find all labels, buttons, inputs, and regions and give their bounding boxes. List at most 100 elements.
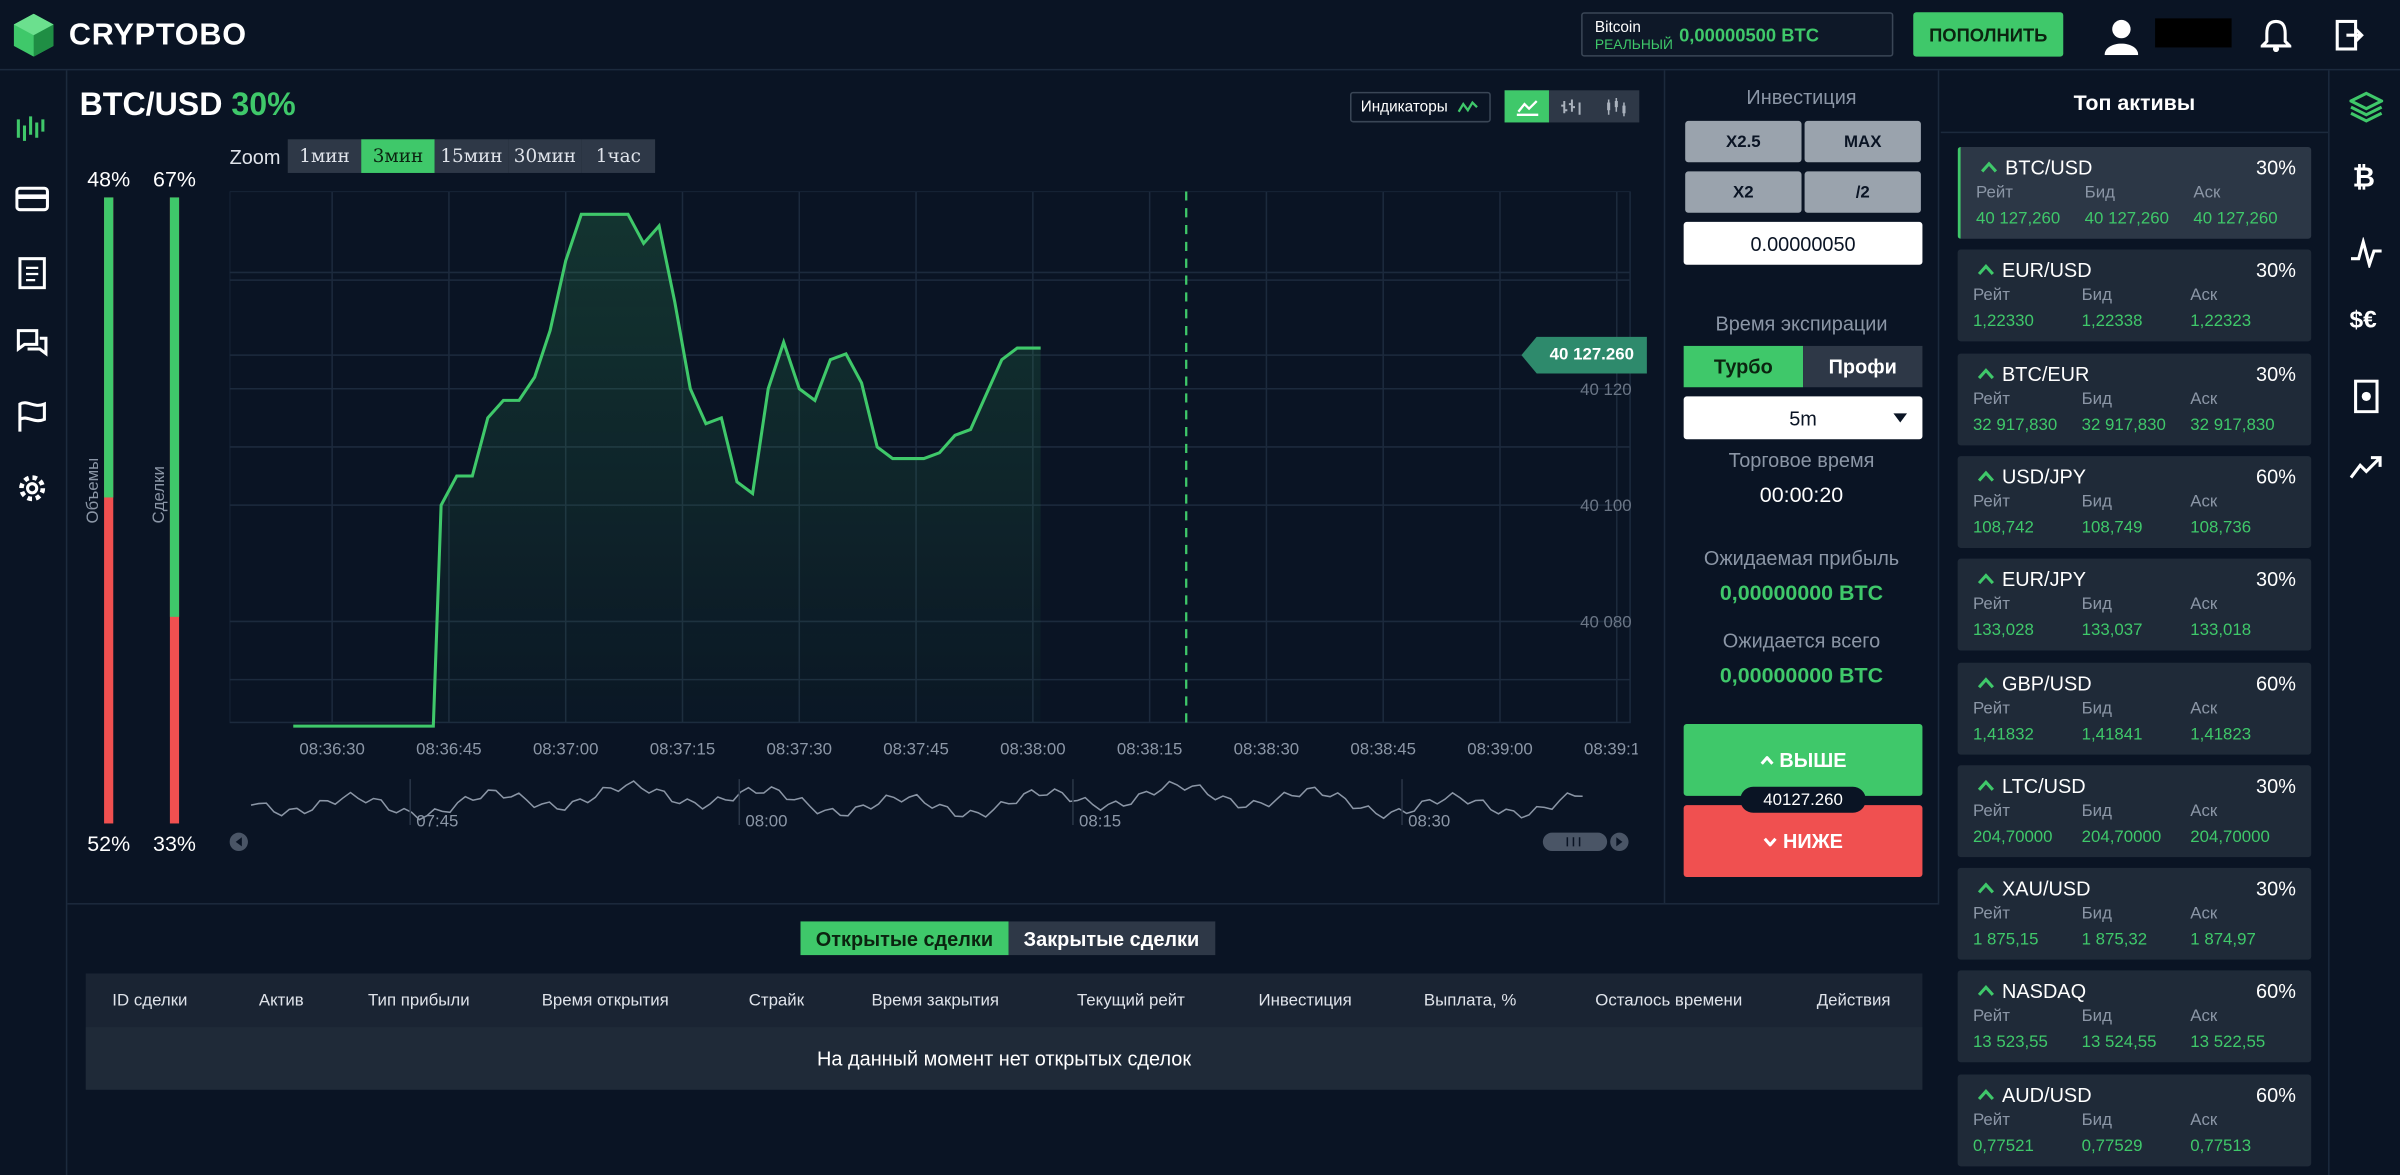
candle-chart-icon bbox=[1606, 97, 1625, 116]
amount-input[interactable]: 0.00000050 bbox=[1683, 221, 1923, 265]
column-header[interactable]: Тип прибыли bbox=[368, 991, 470, 1010]
tab-open-deals[interactable]: Открытые сделки bbox=[800, 921, 1009, 956]
zoom-15min[interactable]: 15мин bbox=[434, 139, 509, 173]
currency-icon[interactable]: $€ bbox=[2349, 307, 2377, 334]
bid-label: Бид bbox=[2081, 595, 2112, 615]
asset-card[interactable]: USD/JPY 60% Рейт Бид Аск 108,742 108,749 108,73… bbox=[1957, 455, 2312, 548]
bid-value: 1,41841 bbox=[2081, 724, 2143, 744]
chat-icon[interactable] bbox=[15, 328, 49, 362]
chart-type-selector bbox=[1504, 90, 1640, 123]
asset-name: EUR/JPY bbox=[2002, 568, 2087, 592]
chart-type-candles[interactable] bbox=[1593, 90, 1637, 122]
flag-icon[interactable] bbox=[15, 399, 49, 433]
column-header[interactable]: Время открытия bbox=[541, 991, 669, 1010]
half-button[interactable]: /2 bbox=[1804, 171, 1921, 213]
layers-icon[interactable] bbox=[2349, 90, 2384, 124]
index-icon[interactable] bbox=[2351, 379, 2382, 414]
ask-label: Аск bbox=[2190, 904, 2218, 924]
zoom-1h[interactable]: 1час bbox=[581, 139, 656, 173]
turbo-mode-button[interactable]: Турбо bbox=[1683, 345, 1804, 388]
zoom-1min[interactable]: 1мин bbox=[287, 139, 362, 173]
rate-label: Рейт bbox=[1972, 801, 2010, 821]
ask-label: Аск bbox=[2190, 1007, 2218, 1027]
column-header[interactable]: Действия bbox=[1816, 991, 1891, 1010]
asset-card[interactable]: EUR/USD 30% Рейт Бид Аск 1,22330 1,22338 1,2232… bbox=[1957, 249, 2312, 342]
deposit-button[interactable]: ПОПОЛНИТЬ bbox=[1913, 12, 2064, 57]
bid-label: Бид bbox=[2081, 1007, 2112, 1027]
trend-icon[interactable] bbox=[2349, 453, 2383, 481]
column-header[interactable]: Время закрытия bbox=[871, 991, 1000, 1010]
deals-empty-message: На данный момент нет открытых сделок bbox=[85, 1027, 1923, 1090]
chart-navigator[interactable]: 07:45 08:00 08:15 08:30 bbox=[229, 773, 1638, 857]
chart-type-bars[interactable] bbox=[1549, 90, 1593, 122]
zoom-3min[interactable]: 3мин bbox=[361, 139, 435, 173]
asset-card[interactable]: AUD/USD 60% Рейт Бид Аск 0,77521 0,77529 0,7751… bbox=[1957, 1074, 2312, 1166]
document-icon[interactable] bbox=[18, 256, 46, 290]
bid-value: 1,22338 bbox=[2081, 312, 2143, 332]
rate-label: Рейт bbox=[1972, 904, 2010, 924]
deals-tabs: Открытые сделки Закрытые сделки bbox=[800, 921, 1215, 956]
ask-label: Аск bbox=[2190, 492, 2218, 512]
deals-table-header: ID сделки Актив Тип прибыли Время открытия С… bbox=[85, 973, 1923, 1028]
asset-card[interactable]: GBP/USD 60% Рейт Бид Аск 1,41832 1,41841 1,4182… bbox=[1957, 661, 2312, 754]
x-tick-label: 08:38:00 bbox=[1000, 740, 1066, 759]
rate-label: Рейт bbox=[1972, 1110, 2010, 1130]
column-header[interactable]: Выплата, % bbox=[1423, 991, 1517, 1010]
chart-bars-icon[interactable] bbox=[15, 110, 49, 144]
bell-icon[interactable] bbox=[2260, 18, 2292, 53]
chevron-up-icon bbox=[1980, 161, 1998, 173]
rate-label: Рейт bbox=[1972, 595, 2010, 615]
asset-card[interactable]: BTC/USD 30% Рейт Бид Аск 40 127,260 40 127,260… bbox=[1957, 146, 2312, 239]
chevron-up-icon bbox=[1759, 755, 1773, 765]
ask-value: 1,41823 bbox=[2190, 724, 2252, 744]
chart-type-line[interactable] bbox=[1504, 90, 1549, 123]
asset-card[interactable]: XAU/USD 30% Рейт Бид Аск 1 875,15 1 875,32 1 87… bbox=[1957, 867, 2312, 960]
logout-icon[interactable] bbox=[2334, 18, 2365, 52]
user-icon[interactable] bbox=[2104, 18, 2139, 56]
x2-5-button[interactable]: X2.5 bbox=[1685, 120, 1802, 163]
column-header[interactable]: Страйк bbox=[748, 991, 805, 1010]
profi-mode-button[interactable]: Профи bbox=[1803, 345, 1923, 388]
account-selector[interactable]: Bitcoin РЕАЛЬНЫЙ 0,00000500 BTC bbox=[1581, 12, 1894, 57]
ask-value: 1 874,97 bbox=[2190, 930, 2256, 950]
x-tick-label: 08:38:30 bbox=[1234, 740, 1300, 759]
asset-title[interactable]: BTC/USD 30% bbox=[80, 87, 296, 124]
card-icon[interactable] bbox=[15, 185, 49, 213]
lower-button[interactable]: НИЖЕ bbox=[1683, 805, 1923, 878]
x-tick-label: 08:36:30 bbox=[299, 740, 365, 759]
indicators-button[interactable]: Индикаторы bbox=[1349, 91, 1491, 123]
tab-closed-deals[interactable]: Закрытые сделки bbox=[1008, 921, 1215, 956]
deals-up-fill bbox=[169, 197, 180, 617]
x-tick-label: 08:36:45 bbox=[416, 740, 482, 759]
rate-value: 40 127,260 bbox=[1976, 209, 2061, 229]
expiry-select[interactable]: 5m bbox=[1683, 396, 1923, 440]
deals-section bbox=[67, 903, 1940, 1175]
price-chart[interactable]: 08:36:30 08:36:45 08:37:00 08:37:15 08:37:30… bbox=[229, 191, 1638, 773]
asset-card[interactable]: NASDAQ 60% Рейт Бид Аск 13 523,55 13 524,55 13 … bbox=[1957, 970, 2312, 1063]
column-header[interactable]: Текущий рейт bbox=[1076, 991, 1185, 1010]
asset-card[interactable]: LTC/USD 30% Рейт Бид Аск 204,70000 204,70000 20… bbox=[1957, 764, 2312, 857]
bitcoin-icon[interactable]: ₿ bbox=[2352, 162, 2375, 193]
gear-icon[interactable] bbox=[15, 471, 49, 505]
ask-value: 40 127,260 bbox=[2193, 209, 2278, 229]
navigator-tick-label: 08:00 bbox=[745, 812, 787, 831]
max-button[interactable]: MAX bbox=[1804, 120, 1921, 163]
column-header[interactable]: Актив bbox=[258, 991, 304, 1010]
navigator-scrollbar[interactable] bbox=[1542, 832, 1608, 852]
x-tick-label: 08:39:00 bbox=[1467, 740, 1533, 759]
asset-name: BTC/EUR bbox=[2002, 362, 2090, 386]
bid-value: 204,70000 bbox=[2081, 827, 2162, 847]
brand-name[interactable]: CRYPTOBO bbox=[68, 18, 247, 53]
column-header[interactable]: Осталось времени bbox=[1595, 991, 1743, 1010]
asset-card[interactable]: EUR/JPY 30% Рейт Бид Аск 133,028 133,037 133,01… bbox=[1957, 558, 2312, 651]
asset-card[interactable]: BTC/EUR 30% Рейт Бид Аск 32 917,830 32 917,830… bbox=[1957, 352, 2312, 445]
rate-label: Рейт bbox=[1972, 698, 2010, 718]
column-header[interactable]: Инвестиция bbox=[1258, 991, 1352, 1010]
x2-button[interactable]: X2 bbox=[1685, 171, 1802, 213]
zoom-30min[interactable]: 30мин bbox=[508, 139, 582, 173]
investment-label: Инвестиция bbox=[1746, 85, 1857, 109]
higher-button[interactable]: ВЫШЕ bbox=[1683, 723, 1923, 796]
pulse-icon[interactable] bbox=[2349, 237, 2383, 268]
y-tick-label: 40 120 bbox=[1580, 380, 1631, 399]
column-header[interactable]: ID сделки bbox=[112, 991, 188, 1010]
